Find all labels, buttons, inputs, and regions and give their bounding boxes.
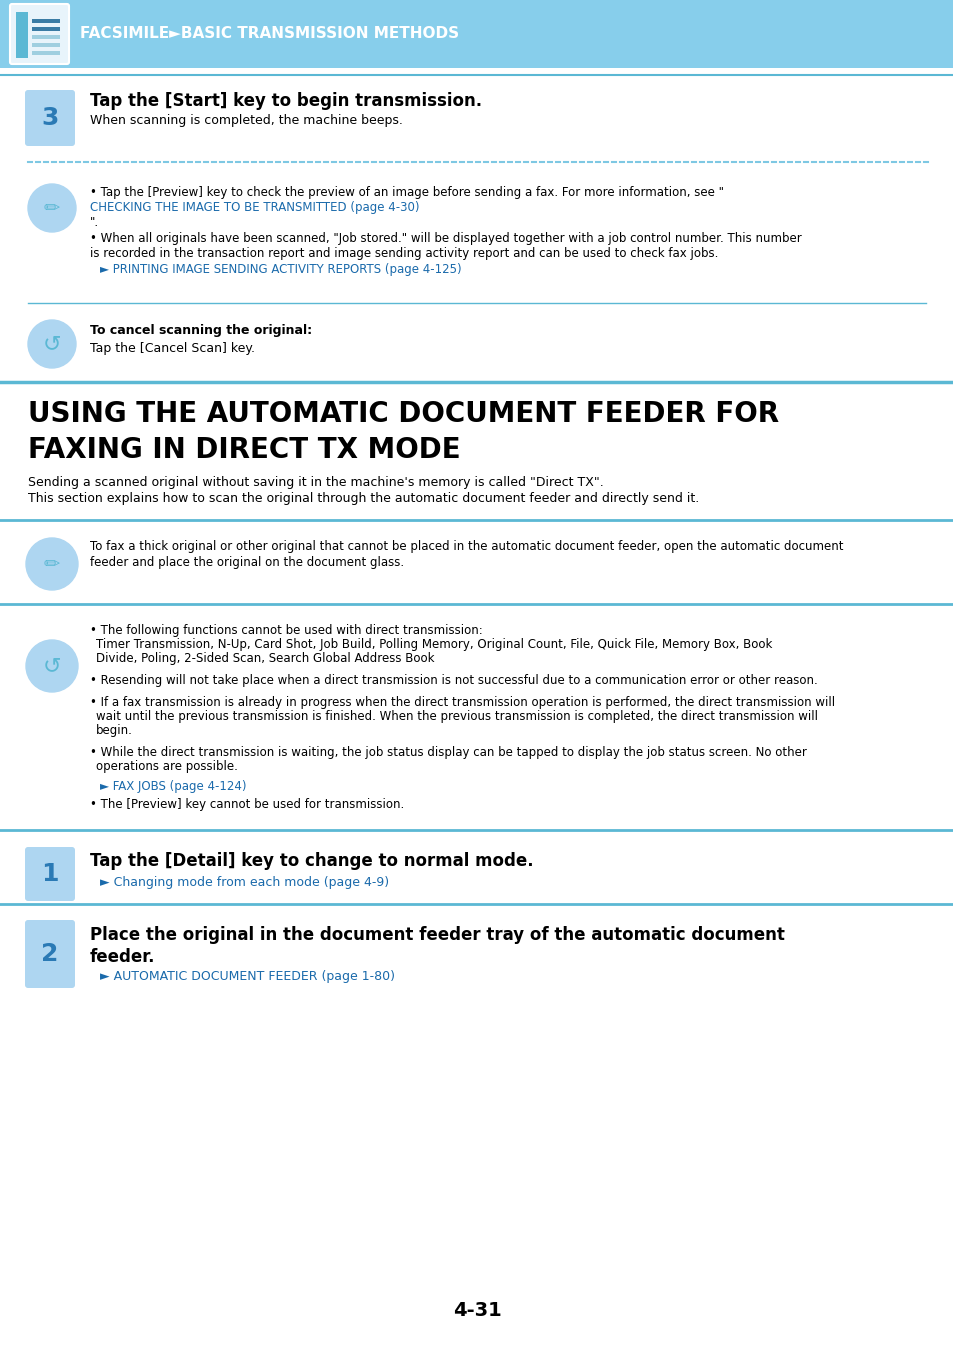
Text: Tap the [Detail] key to change to normal mode.: Tap the [Detail] key to change to normal… xyxy=(90,852,533,869)
Text: USING THE AUTOMATIC DOCUMENT FEEDER FOR: USING THE AUTOMATIC DOCUMENT FEEDER FOR xyxy=(28,400,779,428)
Text: Sending a scanned original without saving it in the machine's memory is called ": Sending a scanned original without savin… xyxy=(28,477,603,489)
Text: 1: 1 xyxy=(41,863,59,886)
Text: When scanning is completed, the machine beeps.: When scanning is completed, the machine … xyxy=(90,113,402,127)
Text: ► AUTOMATIC DOCUMENT FEEDER (page 1-80): ► AUTOMATIC DOCUMENT FEEDER (page 1-80) xyxy=(100,971,395,983)
Text: FACSIMILE►BASIC TRANSMISSION METHODS: FACSIMILE►BASIC TRANSMISSION METHODS xyxy=(80,27,458,42)
Text: This section explains how to scan the original through the automatic document fe: This section explains how to scan the or… xyxy=(28,491,699,505)
Text: 2: 2 xyxy=(41,942,59,967)
Text: • The [Preview] key cannot be used for transmission.: • The [Preview] key cannot be used for t… xyxy=(90,798,404,811)
FancyBboxPatch shape xyxy=(25,90,75,146)
Text: To cancel scanning the original:: To cancel scanning the original: xyxy=(90,324,312,338)
Text: 4-31: 4-31 xyxy=(452,1300,501,1319)
Circle shape xyxy=(28,320,76,369)
Text: feeder and place the original on the document glass.: feeder and place the original on the doc… xyxy=(90,556,404,568)
FancyBboxPatch shape xyxy=(25,846,75,900)
Text: feeder.: feeder. xyxy=(90,948,155,967)
Text: Divide, Poling, 2-Sided Scan, Search Global Address Book: Divide, Poling, 2-Sided Scan, Search Glo… xyxy=(96,652,434,666)
FancyBboxPatch shape xyxy=(32,35,60,39)
FancyBboxPatch shape xyxy=(16,12,28,58)
Text: • While the direct transmission is waiting, the job status display can be tapped: • While the direct transmission is waiti… xyxy=(90,747,806,759)
Text: ✏: ✏ xyxy=(44,555,60,574)
Text: • Resending will not take place when a direct transmission is not successful due: • Resending will not take place when a d… xyxy=(90,674,817,687)
Text: • Tap the [Preview] key to check the preview of an image before sending a fax. F: • Tap the [Preview] key to check the pre… xyxy=(90,186,723,198)
Text: is recorded in the transaction report and image sending activity report and can : is recorded in the transaction report an… xyxy=(90,247,718,261)
Text: Tap the [Start] key to begin transmission.: Tap the [Start] key to begin transmissio… xyxy=(90,92,481,109)
Circle shape xyxy=(26,539,78,590)
Text: • The following functions cannot be used with direct transmission:: • The following functions cannot be used… xyxy=(90,624,482,637)
Text: begin.: begin. xyxy=(96,724,132,737)
Circle shape xyxy=(26,640,78,693)
Text: • When all originals have been scanned, "Job stored." will be displayed together: • When all originals have been scanned, … xyxy=(90,232,801,244)
FancyBboxPatch shape xyxy=(32,27,60,31)
FancyBboxPatch shape xyxy=(32,19,60,23)
Text: CHECKING THE IMAGE TO BE TRANSMITTED (page 4-30): CHECKING THE IMAGE TO BE TRANSMITTED (pa… xyxy=(90,201,419,215)
Text: ✏: ✏ xyxy=(44,198,60,217)
Text: 3: 3 xyxy=(41,107,59,130)
Text: ↺: ↺ xyxy=(43,333,61,354)
Text: ↺: ↺ xyxy=(43,656,61,676)
Text: ► FAX JOBS (page 4-124): ► FAX JOBS (page 4-124) xyxy=(100,780,246,792)
Text: • If a fax transmission is already in progress when the direct transmission oper: • If a fax transmission is already in pr… xyxy=(90,697,834,709)
Text: ► Changing mode from each mode (page 4-9): ► Changing mode from each mode (page 4-9… xyxy=(100,876,389,890)
FancyBboxPatch shape xyxy=(25,919,75,988)
FancyBboxPatch shape xyxy=(32,43,60,47)
Text: Tap the [Cancel Scan] key.: Tap the [Cancel Scan] key. xyxy=(90,342,254,355)
Text: ► PRINTING IMAGE SENDING ACTIVITY REPORTS (page 4-125): ► PRINTING IMAGE SENDING ACTIVITY REPORT… xyxy=(100,263,461,275)
Text: To fax a thick original or other original that cannot be placed in the automatic: To fax a thick original or other origina… xyxy=(90,540,842,553)
Text: FAXING IN DIRECT TX MODE: FAXING IN DIRECT TX MODE xyxy=(28,436,460,464)
Text: ".: ". xyxy=(90,216,99,230)
FancyBboxPatch shape xyxy=(0,0,953,68)
Text: wait until the previous transmission is finished. When the previous transmission: wait until the previous transmission is … xyxy=(96,710,817,724)
Circle shape xyxy=(28,184,76,232)
Text: Timer Transmission, N-Up, Card Shot, Job Build, Polling Memory, Original Count, : Timer Transmission, N-Up, Card Shot, Job… xyxy=(96,639,772,651)
FancyBboxPatch shape xyxy=(10,4,69,63)
FancyBboxPatch shape xyxy=(32,51,60,55)
Text: Place the original in the document feeder tray of the automatic document: Place the original in the document feede… xyxy=(90,926,784,944)
Text: operations are possible.: operations are possible. xyxy=(96,760,237,774)
